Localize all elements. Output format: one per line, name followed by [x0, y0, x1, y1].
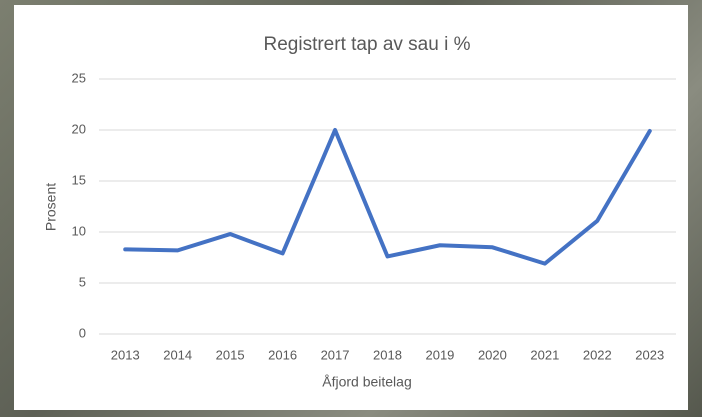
y-tick-label: 25: [72, 70, 86, 85]
x-tick-label: 2020: [478, 347, 507, 362]
x-tick-label: 2016: [268, 347, 297, 362]
x-tick-label: 2022: [583, 347, 612, 362]
y-tick-label: 5: [79, 274, 86, 289]
x-tick-label: 2017: [321, 347, 350, 362]
x-tick-label: 2021: [530, 347, 559, 362]
x-tick-label: 2023: [635, 347, 664, 362]
y-tick-label: 15: [72, 172, 86, 187]
x-tick-label: 2015: [216, 347, 245, 362]
chart-area: [14, 5, 688, 410]
chart-title: Registrert tap av sau i %: [264, 34, 471, 55]
y-axis-label: Prosent: [43, 183, 59, 231]
y-tick-label: 10: [72, 223, 86, 238]
x-tick-label: 2014: [163, 347, 192, 362]
x-tick-label: 2013: [111, 347, 140, 362]
x-axis-label: Åfjord beitelag: [322, 374, 412, 390]
line: [123, 128, 652, 266]
x-tick-label: 2018: [373, 347, 402, 362]
y-tick-label: 0: [79, 325, 86, 340]
y-tick-label: 20: [72, 121, 86, 136]
x-tick-label: 2019: [425, 347, 454, 362]
